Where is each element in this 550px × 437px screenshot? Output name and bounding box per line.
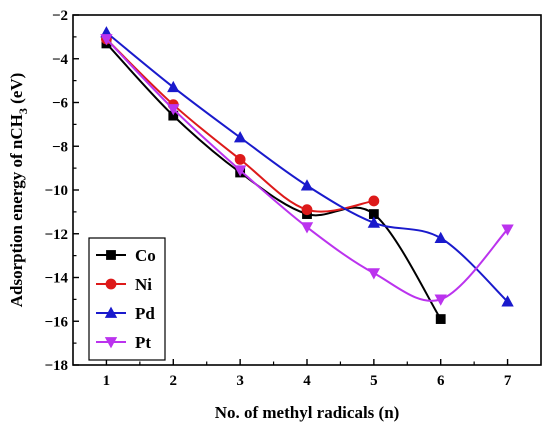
series-pd-point [367, 216, 381, 228]
series-pd-point [300, 179, 314, 191]
y-axis-title-subscript: 3 [16, 108, 30, 114]
series-pt-point [167, 104, 180, 116]
legend-label: Ni [135, 275, 152, 294]
x-tick-label: 6 [437, 373, 445, 389]
series-pt-point [501, 224, 514, 236]
legend-label: Co [135, 246, 156, 265]
x-tick-label: 4 [303, 373, 311, 389]
y-axis-title-unit: (eV) [7, 73, 26, 108]
y-tick-label: −8 [52, 139, 68, 155]
series-co-line [105, 42, 442, 320]
y-tick-label: −4 [52, 52, 69, 68]
series-ni-point [234, 153, 246, 165]
series-pd-point [167, 80, 180, 93]
x-axis-title: No. of methyl radicals (n) [215, 403, 400, 422]
legend-label: Pd [135, 304, 155, 323]
series-pd-line [105, 31, 509, 303]
legend-marker [105, 278, 117, 290]
x-tick-label: 1 [103, 373, 111, 389]
y-tick-label: −12 [44, 227, 68, 243]
legend-item-ni: Ni [96, 275, 152, 294]
series-pt-point [100, 34, 113, 46]
legend-marker [106, 250, 116, 260]
series-pt [100, 34, 514, 306]
legend-item-co: Co [96, 246, 156, 265]
series-pt-point [300, 222, 314, 234]
series-ni-point [368, 195, 380, 207]
series-pd-point [501, 295, 514, 307]
legend-item-pt: Pt [96, 333, 151, 352]
series-pd [100, 26, 514, 307]
y-tick-label: −14 [44, 271, 68, 287]
legend: Co Ni Pd Pt [88, 237, 166, 361]
y-axis-title-main: Adsorption energy of nCH [7, 114, 26, 307]
series-ni-point [301, 204, 313, 216]
x-tick-label: 7 [504, 373, 512, 389]
series-co-point [435, 314, 446, 324]
x-tick-label: 3 [236, 373, 244, 389]
legend-marker [104, 306, 118, 318]
x-tick-label: 5 [370, 373, 378, 389]
series-pt-point [367, 268, 381, 280]
series-pt-point [233, 165, 247, 177]
series-ni [101, 33, 380, 216]
y-tick-label: −18 [44, 358, 68, 374]
y-tick-label: −2 [52, 8, 68, 24]
plot-area: 1 2 3 4 5 6 7 −18 −16 −14 −12 −10 −8 −6 −4 −2 [44, 8, 542, 389]
y-tick-label: −6 [52, 96, 69, 112]
legend-item-pd: Pd [96, 304, 155, 323]
series-pt-point [434, 294, 447, 306]
y-tick-label: −16 [44, 314, 68, 330]
y-tick-label: −10 [44, 183, 68, 199]
x-tick-label: 2 [170, 373, 178, 389]
y-axis-title: Adsorption energy of nCH3 (eV) [7, 73, 30, 308]
series-layer [100, 26, 514, 324]
legend-box [88, 237, 166, 361]
series-pd-point [434, 231, 447, 244]
legend-label: Pt [135, 333, 151, 352]
series-pd-point [233, 131, 247, 143]
series-pt-line [105, 38, 509, 302]
legend-marker [104, 337, 118, 349]
